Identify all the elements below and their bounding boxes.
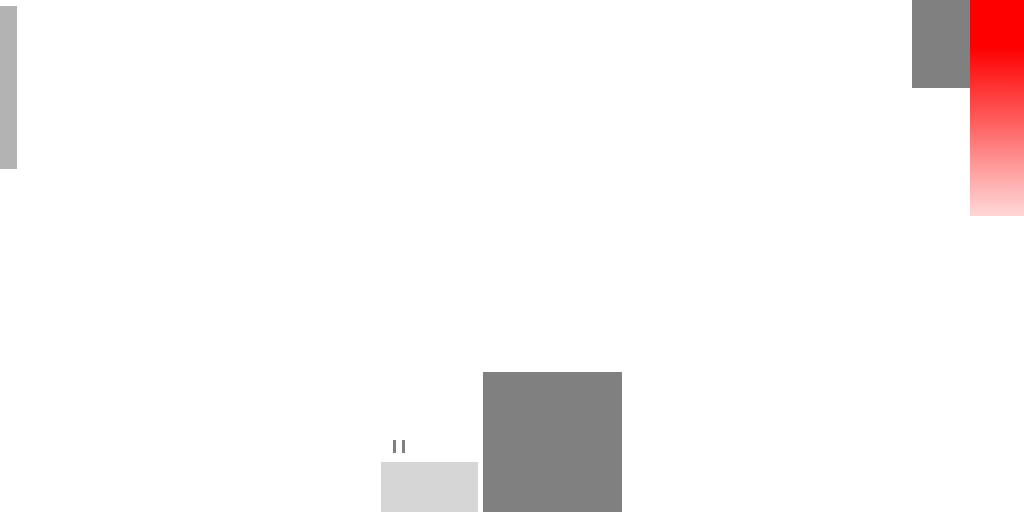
red-gradient-meter bbox=[970, 0, 1024, 216]
light-gray-block bbox=[381, 462, 478, 512]
pause-icon-left-bar bbox=[393, 440, 396, 453]
top-right-block bbox=[912, 0, 970, 88]
pause-icon-right-bar bbox=[402, 440, 405, 453]
left-wall-bar bbox=[0, 6, 17, 169]
dark-gray-block bbox=[483, 372, 622, 512]
pause-icon[interactable] bbox=[393, 440, 407, 453]
